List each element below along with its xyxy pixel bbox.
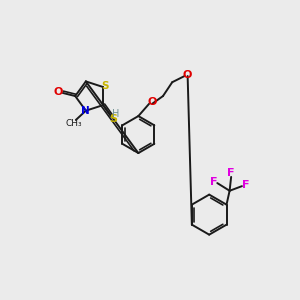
Text: S: S (102, 81, 109, 91)
Text: F: F (242, 180, 250, 190)
Text: O: O (183, 70, 192, 80)
Text: N: N (81, 106, 89, 116)
Text: O: O (148, 97, 157, 107)
Text: F: F (227, 168, 235, 178)
Text: CH₃: CH₃ (65, 118, 82, 127)
Text: F: F (210, 177, 217, 187)
Text: O: O (54, 87, 63, 97)
Text: H: H (112, 109, 119, 118)
Text: S: S (109, 114, 117, 124)
